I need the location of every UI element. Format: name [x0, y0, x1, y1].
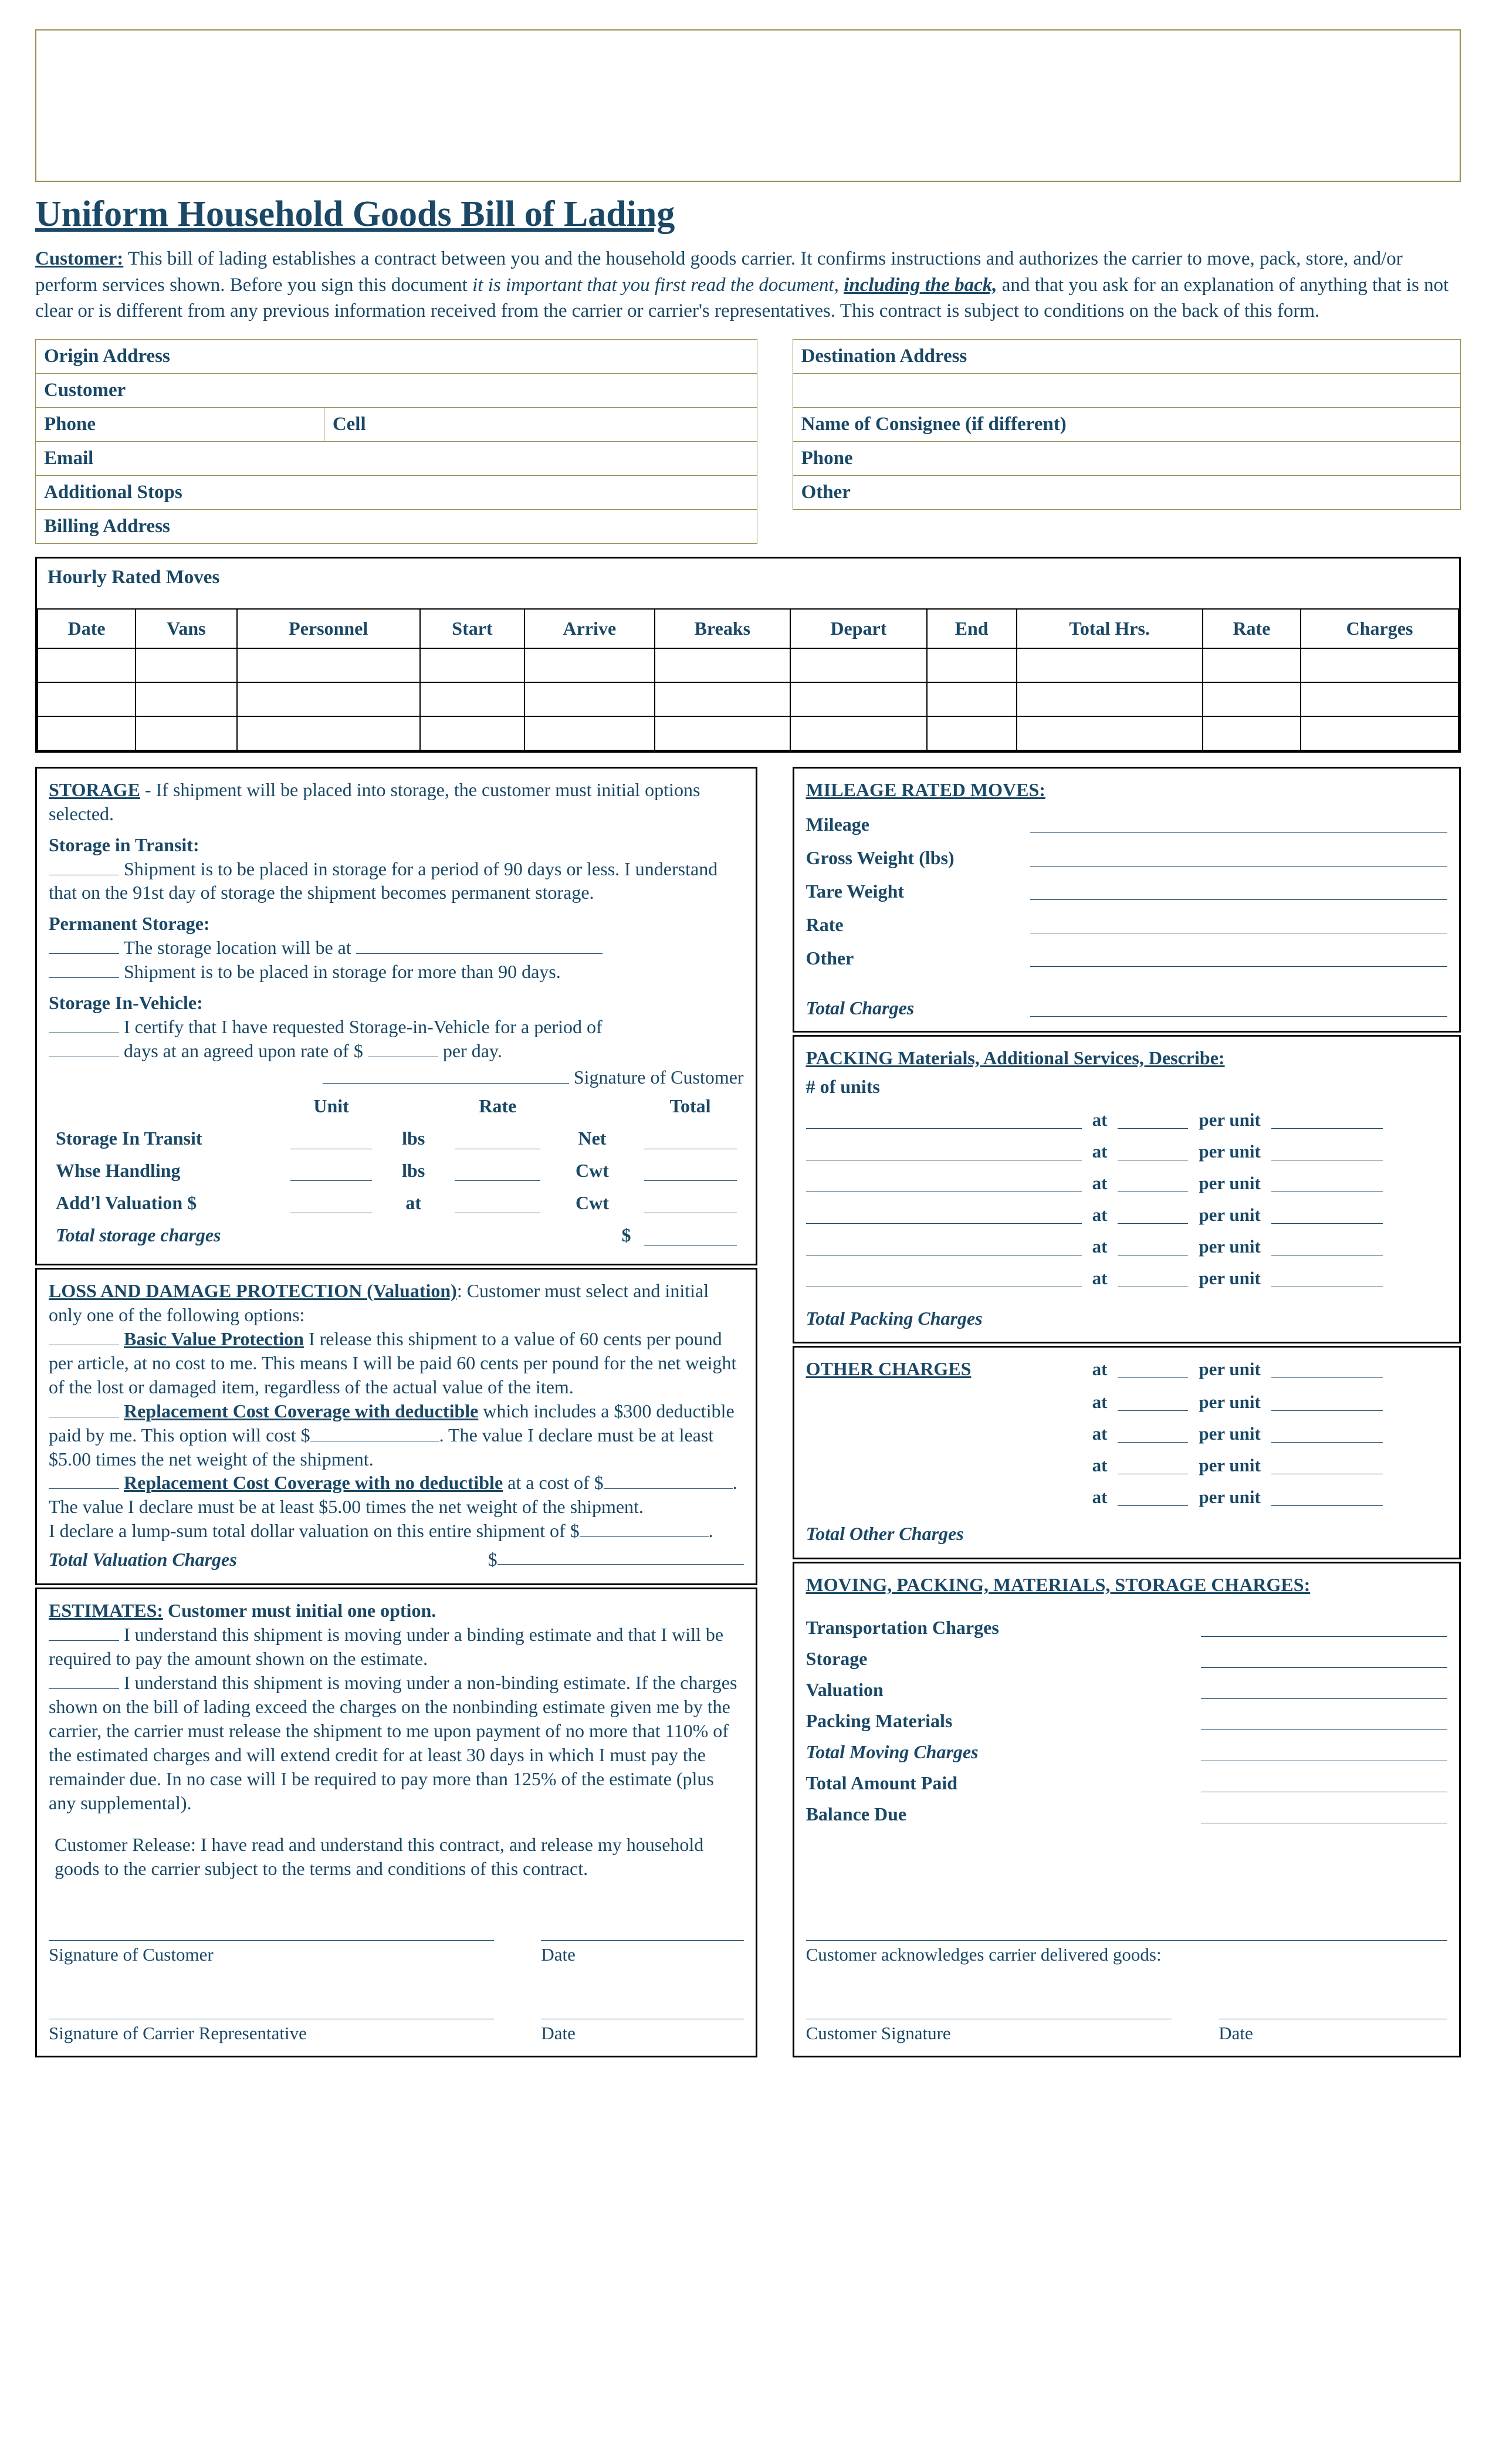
customer-label: Customer: — [35, 248, 123, 269]
estimates-section: ESTIMATES: Customer must initial one opt… — [35, 1588, 757, 2057]
summary-section: MOVING, PACKING, MATERIALS, STORAGE CHAR… — [793, 1562, 1461, 2057]
hourly-table: Date Vans Personnel Start Arrive Breaks … — [37, 608, 1459, 751]
customer-cell: Customer — [36, 373, 757, 407]
hourly-title: Hourly Rated Moves — [37, 559, 1459, 597]
origin-table: Origin Address Customer Phone Cell Email… — [35, 339, 757, 544]
hourly-section: Hourly Rated Moves Date Vans Personnel S… — [35, 557, 1461, 753]
page-title: Uniform Household Goods Bill of Lading — [35, 194, 1461, 235]
hourly-row — [38, 682, 1458, 716]
hourly-row — [38, 716, 1458, 750]
origin-address: Origin Address — [36, 339, 757, 373]
storage-section: STORAGE - If shipment will be placed int… — [35, 767, 757, 1265]
billing-cell: Billing Address — [36, 509, 757, 543]
consignee-cell: Name of Consignee (if different) — [793, 407, 1460, 441]
hourly-row — [38, 648, 1458, 682]
loss-section: LOSS AND DAMAGE PROTECTION (Valuation): … — [35, 1268, 757, 1585]
storage-calc: Unit Rate Total Storage In Transit lbs N… — [49, 1089, 744, 1252]
address-row: Origin Address Customer Phone Cell Email… — [35, 339, 1461, 544]
email-cell: Email — [36, 441, 757, 475]
addstops-cell: Additional Stops — [36, 475, 757, 509]
cell-cell: Cell — [324, 407, 757, 441]
logo-placeholder — [35, 29, 1461, 182]
lower-columns: STORAGE - If shipment will be placed int… — [35, 753, 1461, 2057]
phone2-cell: Phone — [793, 441, 1460, 475]
dest-address: Destination Address — [793, 339, 1460, 373]
other-charges-section: OTHER CHARGES atper unit atper unit atpe… — [793, 1346, 1461, 1559]
intro-paragraph: Customer: This bill of lading establishe… — [35, 246, 1461, 324]
packing-section: PACKING Materials, Additional Services, … — [793, 1035, 1461, 1344]
phone-cell: Phone — [36, 407, 324, 441]
hourly-header: Date Vans Personnel Start Arrive Breaks … — [38, 609, 1458, 648]
dest-table: Destination Address Name of Consignee (i… — [793, 339, 1461, 510]
mileage-section: MILEAGE RATED MOVES: Mileage Gross Weigh… — [793, 767, 1461, 1033]
other-cell: Other — [793, 475, 1460, 509]
dest-blank — [793, 373, 1460, 407]
